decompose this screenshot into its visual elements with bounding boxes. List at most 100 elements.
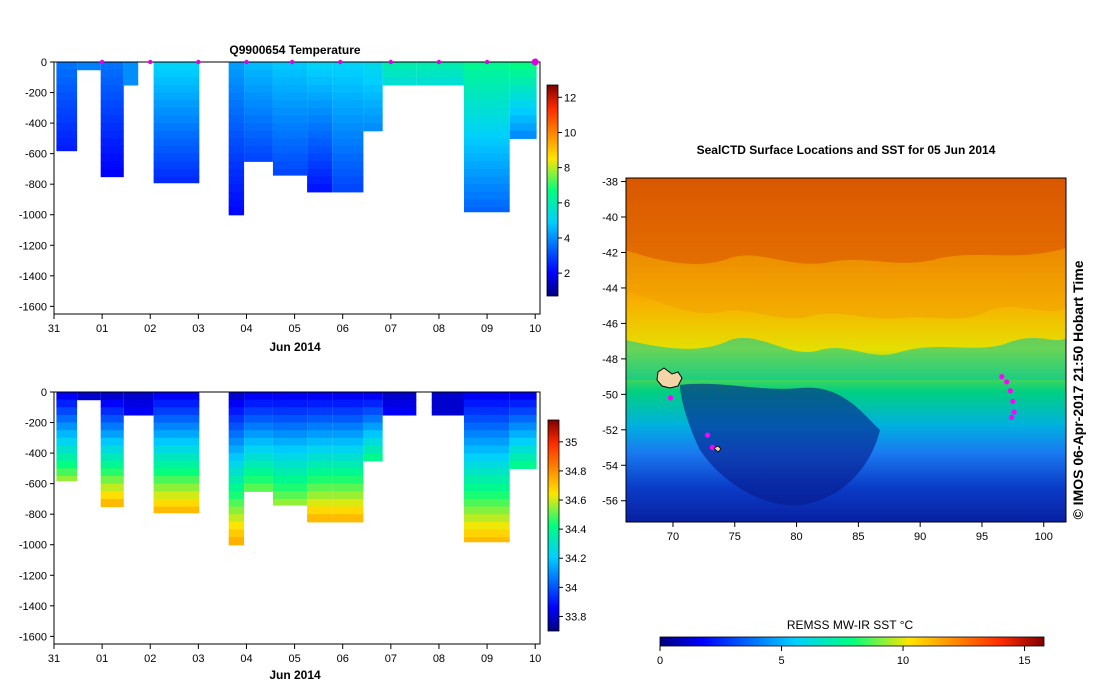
profile-cell: [332, 437, 364, 447]
profile-cell: [509, 399, 537, 408]
profile-cell: [363, 84, 383, 94]
profile-cell: [416, 62, 464, 71]
profile-cell: [509, 84, 537, 94]
profile-cell: [100, 498, 124, 508]
profile-cell: [332, 69, 364, 78]
profile-cell: [244, 460, 273, 469]
profile-cell: [509, 407, 537, 416]
salinity-profiles: [56, 392, 537, 546]
profile-cell: [228, 84, 245, 94]
profile-cell: [56, 77, 78, 86]
temperature-colorbar-ticks: 2 4 6 8 10 12: [558, 92, 576, 280]
temperature-x-label: Jun 2014: [269, 340, 321, 354]
profile-cell: [244, 100, 273, 109]
profile-marker: [484, 59, 490, 65]
x-tick-label: 04: [240, 323, 252, 335]
sst-colorbar: [659, 636, 1045, 647]
profile-marker: [531, 58, 539, 66]
lat-tick-label: -40: [602, 212, 618, 224]
profile-cell: [244, 422, 273, 431]
profile-cell: [153, 491, 200, 500]
profile-cell: [153, 422, 200, 431]
profile-cell: [123, 62, 139, 71]
profile-cell: [100, 399, 124, 408]
profile-cell: [332, 100, 364, 109]
profile-cell: [244, 437, 273, 447]
y-tick-label: -1400: [19, 271, 47, 283]
profile-cell: [153, 153, 200, 162]
profile-cell: [332, 107, 364, 117]
island-shape: [713, 445, 722, 453]
profile-cell: [463, 537, 510, 543]
y-tick-label: -1000: [19, 210, 47, 222]
profile-cell: [272, 69, 308, 78]
profile-cell: [244, 399, 273, 408]
sst-colorbar-ticks: 0 5 10 15: [657, 646, 1031, 667]
kerguelen-island: [656, 367, 683, 389]
colorbar-tick-label: 2: [564, 268, 570, 280]
profile-cell: [56, 468, 78, 477]
profile-cell: [100, 168, 124, 178]
profile-cell: [332, 130, 364, 139]
profile-cell: [100, 115, 124, 124]
sst-colorbar-label: REMSS MW-IR SST °C: [787, 618, 914, 632]
x-tick-label: 05: [288, 323, 300, 335]
profile-cell: [332, 62, 364, 71]
profile-cell: [228, 191, 245, 201]
profile-cell: [100, 62, 124, 71]
profile-cell: [228, 207, 245, 216]
profile-cell: [463, 506, 510, 515]
track-point: [704, 432, 711, 438]
profile-cell: [153, 107, 200, 117]
profile-cell: [153, 100, 200, 109]
profile-cell: [463, 100, 510, 109]
profile-cell: [272, 407, 308, 416]
lat-tick-label: -52: [602, 425, 618, 437]
profile-cell: [332, 138, 364, 147]
profile-cell: [244, 130, 273, 139]
profile-cell: [153, 392, 200, 401]
x-tick-label: 08: [433, 653, 445, 665]
x-tick-label: 01: [96, 653, 108, 665]
profile-cell: [56, 399, 78, 408]
profile-cell: [272, 62, 308, 71]
profile-cell: [244, 115, 273, 124]
profile-cell: [272, 168, 308, 176]
y-tick-label: -600: [25, 479, 47, 491]
profile-cell: [56, 422, 78, 431]
profile-cell: [307, 123, 333, 132]
profile-cell: [463, 521, 510, 531]
profile-cell: [332, 115, 364, 124]
profile-cell: [332, 422, 364, 431]
profile-cell: [509, 123, 537, 132]
profile-cell: [272, 161, 308, 170]
profile-cell: [100, 430, 124, 439]
profile-cell: [463, 123, 510, 132]
y-tick-label: -1400: [19, 601, 47, 613]
lon-tick-label: 80: [790, 531, 802, 543]
profile-cell: [228, 100, 245, 109]
lon-tick-label: 70: [667, 531, 679, 543]
profile-cell: [272, 498, 308, 506]
y-tick-label: -1200: [19, 570, 47, 582]
profile-cell: [363, 399, 383, 408]
profile-cell: [463, 199, 510, 208]
profile-cell: [363, 100, 383, 109]
profile-cell: [307, 92, 333, 101]
profile-cell: [153, 476, 200, 485]
y-tick-label: 0: [41, 57, 47, 69]
profile-cell: [382, 392, 417, 401]
profile-cell: [228, 476, 245, 485]
profile-cell: [332, 407, 364, 416]
profile-cell: [228, 399, 245, 408]
profile-cell: [228, 537, 245, 546]
profile-cell: [463, 62, 510, 71]
x-tick-label: 06: [337, 323, 349, 335]
profile-cell: [228, 468, 245, 477]
profile-cell: [307, 430, 333, 439]
profile-cell: [100, 146, 124, 155]
profile-cell: [463, 437, 510, 447]
y-tick-label: -600: [25, 149, 47, 161]
profile-cell: [307, 414, 333, 424]
profile-cell: [332, 161, 364, 170]
